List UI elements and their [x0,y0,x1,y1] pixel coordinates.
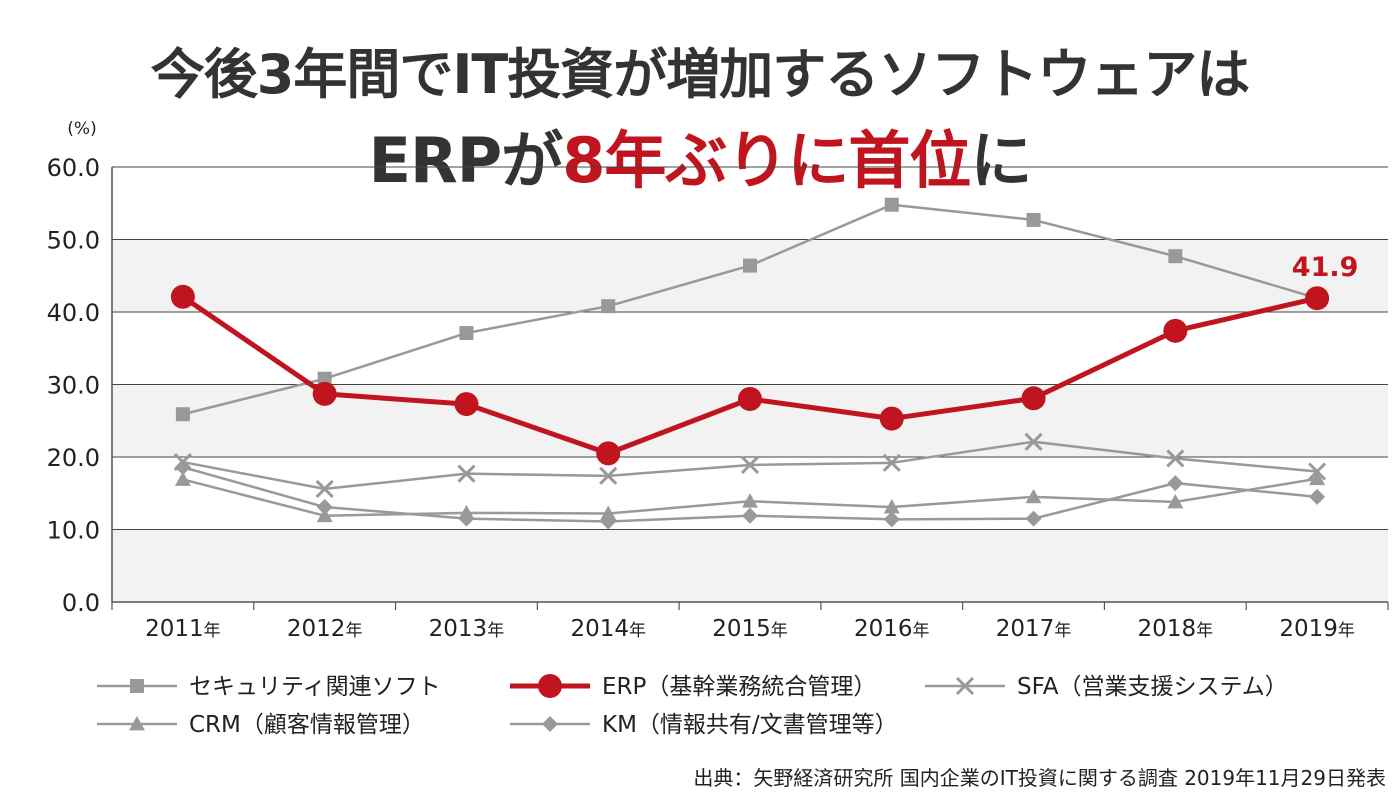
y-tick-label: 10.0 [47,517,100,545]
series-2-point [457,464,476,483]
y-tick-label: 20.0 [47,444,100,472]
legend-item: ERP（基幹業務統合管理） [510,674,876,700]
x-tick-label: 2019年 [1279,616,1355,642]
series-3-point [883,499,900,514]
y-tick-label: 40.0 [47,299,100,327]
legend-marker [130,679,144,693]
series-2-point [599,466,618,485]
chart-title-erp: ERPが [368,124,564,197]
series-3-point [174,471,191,486]
y-tick-label: 30.0 [47,372,100,400]
legend-marker-stroke [955,676,975,696]
series-2-point-stroke [1166,449,1185,468]
series-0-point [743,258,757,273]
legend-item: CRM（顧客情報管理） [97,712,425,738]
series-2-point-stroke [457,464,476,483]
y-unit-label: (%) [67,119,96,139]
series-0-point [175,407,190,422]
series-2-point-stroke [740,455,760,475]
series-2-point-stroke [315,479,334,498]
x-tick-label: 2014年 [570,616,646,642]
legend-label: CRM（顧客情報管理） [189,712,425,738]
series-3-point [1025,488,1042,504]
series-3-point [1309,470,1326,486]
series-4-point [458,510,475,527]
series-1-point [1163,318,1188,343]
x-tick-label: 2011年 [145,616,221,642]
series-2-point [1166,449,1185,468]
legend-marker [129,716,145,731]
series-1-point [1021,386,1046,411]
series-1-point [170,284,195,309]
series-3-point [1167,493,1184,509]
chart-title-accent: 8年ぶりに首位 [562,124,971,197]
x-tick-label: 2012年 [287,616,363,642]
legend-item: KM（情報共有/文書管理等） [510,712,898,738]
series-3-point [742,493,758,508]
chart-title-line1: 今後3年間でIT投資が増加するソフトウェアは [150,43,1251,106]
legend-item: セキュリティ関連ソフト [97,674,441,700]
series-1-point [879,406,904,431]
series-2-point [315,479,334,498]
legend-label: SFA（営業支援システム） [1017,674,1288,700]
series-2-point-stroke [599,466,618,485]
legend-marker [955,676,975,696]
series-4-point [742,507,758,524]
series-4-point [883,511,900,528]
y-tick-label: 0.0 [62,589,100,617]
x-tick-label: 2015年 [712,616,788,642]
series-1-point [738,387,762,411]
series-4-point [174,459,191,476]
series-1-point [454,392,479,417]
series-4-point [316,499,333,516]
series-0-point [1026,212,1041,227]
grid-band [112,529,1388,602]
series-2-point-stroke [1024,432,1043,451]
x-tick-label: 2013年 [429,616,505,642]
x-tick-label: 2018年 [1138,616,1214,642]
y-tick-label: 60.0 [47,154,100,182]
series-2-point [740,455,760,475]
series-1-point [312,381,337,406]
chart-title-line2: ERPが8年ぶりに首位に [0,110,1400,200]
series-4-point [1167,475,1184,492]
legend-marker [542,716,558,732]
series-1-point [596,441,621,466]
series-2-point [1024,432,1043,451]
source-note: 出典：矢野経済研究所 国内企業のIT投資に関する調査 2019年11月29日発表 [693,766,1386,790]
legend-label: ERP（基幹業務統合管理） [602,674,876,700]
series-0-point [317,371,332,386]
series-2-point-stroke [882,453,901,472]
chart-title-suffix: に [970,124,1032,197]
series-4-point [600,513,617,530]
series-0-point [459,326,474,341]
legend-label: KM（情報共有/文書管理等） [602,712,898,738]
y-tick-label: 50.0 [47,227,100,255]
x-tick-label: 2016年 [854,616,930,642]
series-4-point [1309,488,1326,505]
series-1-point [1305,286,1330,311]
x-tick-label: 2017年 [996,616,1072,642]
series-0-point [601,299,616,314]
series-0-point [884,197,899,212]
series-2-point [882,453,901,472]
legend-label: セキュリティ関連ソフト [189,674,441,700]
grid-band [112,239,1388,312]
series-3-point [600,505,617,520]
series-4-point [1025,510,1042,527]
legend-item: SFA（営業支援システム） [925,674,1288,700]
data-label-erp-2019: 41.9 [1292,252,1359,283]
series-0-point [1168,249,1183,264]
legend-marker [538,674,562,698]
